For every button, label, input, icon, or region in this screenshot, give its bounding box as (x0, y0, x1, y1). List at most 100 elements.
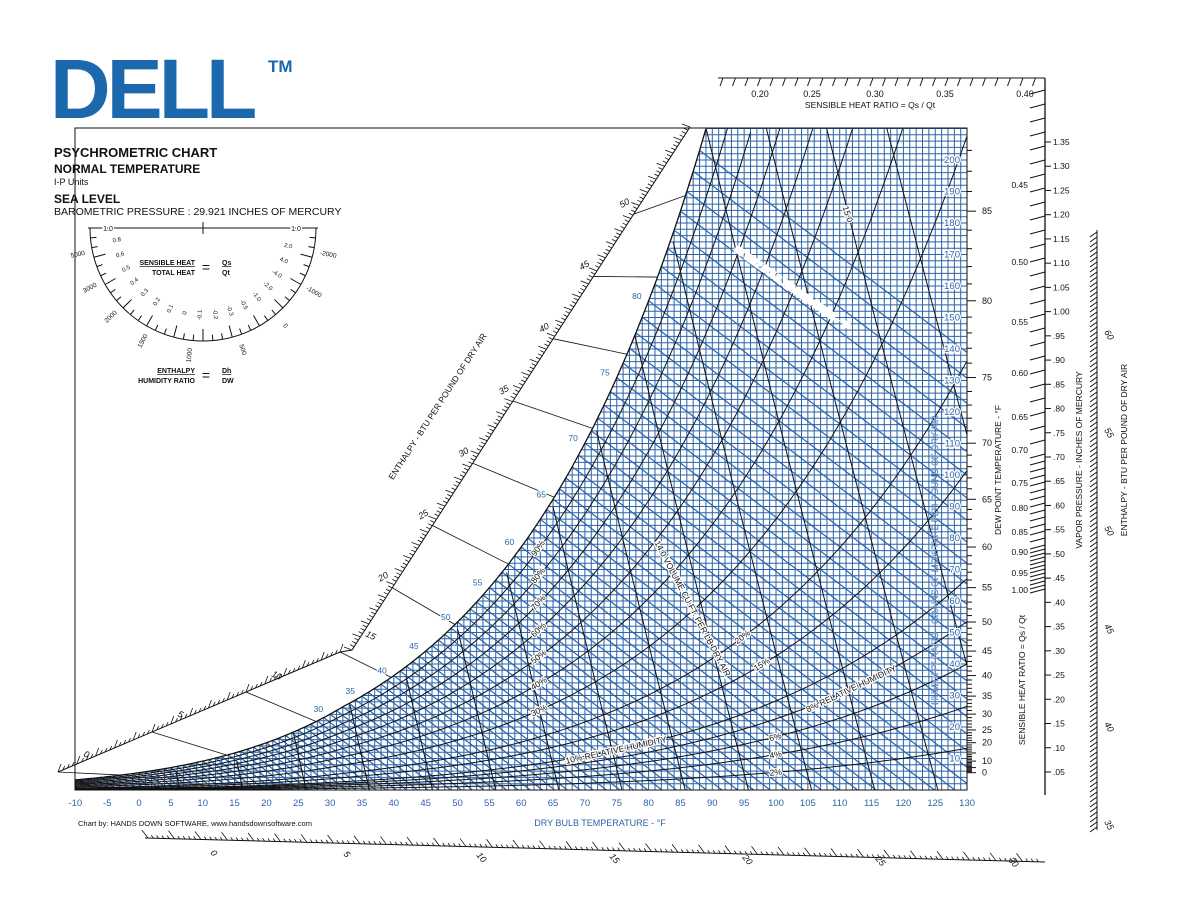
enthalpy-left-tick (616, 232, 621, 236)
enthalpy-bottom-tick (936, 851, 944, 860)
enthalpy-bottom-tick (712, 849, 716, 854)
enthalpy-right-tick (1089, 681, 1098, 688)
enthalpy-bottom-tick (739, 850, 742, 855)
shr-right-label: 0.75 (1011, 478, 1028, 488)
vapor-pressure-label: 1.35 (1053, 137, 1070, 147)
enthalpy-bottom-tick (219, 836, 223, 841)
enthalpy-bottom-tick (341, 840, 345, 844)
enthalpy-bottom-tick (353, 835, 361, 844)
wet-bulb-line (297, 729, 377, 790)
enthalpy-left-tick (193, 709, 197, 715)
enthalpy-bottom-tick (670, 848, 674, 853)
enthalpy-bottom-tick (707, 849, 711, 854)
enthalpy-right-tick (1089, 411, 1098, 418)
enthalpy-bottom-tick (352, 840, 356, 844)
shr-right-tick (1029, 560, 1046, 566)
enthalpy-bottom-tick (484, 843, 488, 848)
enthalpy-left-tick (565, 310, 570, 314)
enthalpy-left-tick (495, 411, 505, 416)
enthalpy-left-tick (387, 585, 393, 589)
enthalpy-right-tick (1089, 401, 1098, 408)
enthalpy-bottom-tick (262, 837, 265, 842)
wet-bulb-line (438, 639, 635, 790)
wet-bulb-line (699, 149, 967, 790)
enthalpy-bottom-tick (486, 839, 493, 848)
enthalpy-left-tick (648, 175, 657, 180)
enthalpy-bottom-tick (574, 846, 578, 850)
enthalpy-left-tick (76, 755, 81, 765)
enthalpy-bottom-tick (671, 843, 679, 853)
enthalpy-left-title: ENTHALPY - BTU PER POUND OF DRY AIR (386, 331, 488, 481)
enthalpy-right-tick (1089, 711, 1098, 718)
enthalpy-left-tick (404, 559, 410, 563)
enthalpy-bottom-label: 25 (873, 853, 888, 869)
shr-top-tick (994, 77, 999, 87)
shr-right-tick (1029, 580, 1046, 586)
enthalpy-right-tick (1089, 731, 1098, 738)
enthalpy-left-tick (245, 683, 250, 693)
enthalpy-left-tick (529, 366, 534, 370)
protractor-outer-label: 500 (237, 344, 247, 357)
enthalpy-bottom-tick (645, 843, 652, 852)
enthalpy-bottom-tick (627, 847, 631, 852)
enthalpy-right-tick (1089, 371, 1098, 378)
enthalpy-left-tick (462, 463, 471, 468)
enthalpy-bottom-tick (156, 835, 159, 839)
enthalpy-left-tick (580, 280, 589, 285)
enthalpy-bottom-tick (433, 837, 440, 847)
enthalpy-bottom-tick (325, 839, 329, 844)
wet-bulb-label: 40 (377, 666, 387, 676)
volume-line (634, 336, 749, 790)
enthalpy-right-tick (1089, 576, 1098, 583)
enthalpy-bottom-tick (415, 842, 419, 846)
enthalpy-right-tick (1089, 571, 1098, 578)
enthalpy-right-tick (1089, 446, 1098, 453)
shr-right-tick (1029, 544, 1046, 550)
enthalpy-bottom-tick (977, 857, 981, 861)
protractor-tick (154, 324, 159, 331)
enthalpy-bottom-tick (394, 841, 398, 845)
rh-curve (75, 470, 967, 789)
wet-bulb-line (469, 608, 707, 790)
x-tick-label: 20 (261, 798, 272, 809)
enthalpy-right-tick (1089, 361, 1098, 368)
protractor-tick (163, 328, 167, 335)
enthalpy-right-tick (1089, 766, 1098, 773)
enthalpy-bottom-tick (283, 838, 287, 842)
enthalpy-left-tick (464, 467, 469, 471)
enthalpy-left-tick (578, 291, 583, 295)
protractor-tick (253, 315, 260, 327)
enthalpy-bottom-tick (824, 852, 827, 857)
enthalpy-left-tick (597, 261, 602, 265)
volume-line (672, 241, 813, 790)
enthalpy-right-tick (1089, 376, 1098, 383)
protractor-outer-label: 1000 (186, 347, 195, 362)
wet-bulb-line (457, 621, 677, 790)
enthalpy-left-tick (546, 332, 555, 337)
enthalpy-bottom-tick (956, 856, 960, 860)
shr-right-tick (1029, 584, 1046, 590)
humidity-ratio-label: 60 (949, 596, 960, 607)
wet-bulb-line (616, 377, 967, 790)
protractor-tick (93, 253, 106, 258)
wet-bulb-label: 35 (345, 686, 355, 696)
rh-label: 50% (529, 647, 549, 666)
enthalpy-bottom-tick (866, 854, 870, 858)
enthalpy-bottom-tick (691, 849, 695, 853)
enthalpy-bottom-tick (431, 842, 435, 846)
enthalpy-left-tick (330, 651, 333, 657)
rh-curve (75, 128, 781, 784)
enthalpy-right-tick (1089, 536, 1098, 543)
enthalpy-left-label: 0 (82, 749, 91, 760)
enthalpy-left-tick (419, 528, 429, 533)
x-tick-label: 115 (864, 798, 879, 809)
enthalpy-right-tick (1089, 276, 1098, 283)
enthalpy-bottom-tick (818, 852, 822, 857)
x-tick-label: 70 (580, 798, 591, 809)
enthalpy-right-tick (1089, 596, 1098, 603)
enthalpy-bottom-tick (659, 848, 663, 853)
enthalpy-left-ray (472, 462, 555, 498)
humidity-ratio-label: 70 (949, 565, 960, 576)
enthalpy-right-tick (1089, 741, 1098, 748)
shr-top-tick (932, 77, 936, 87)
